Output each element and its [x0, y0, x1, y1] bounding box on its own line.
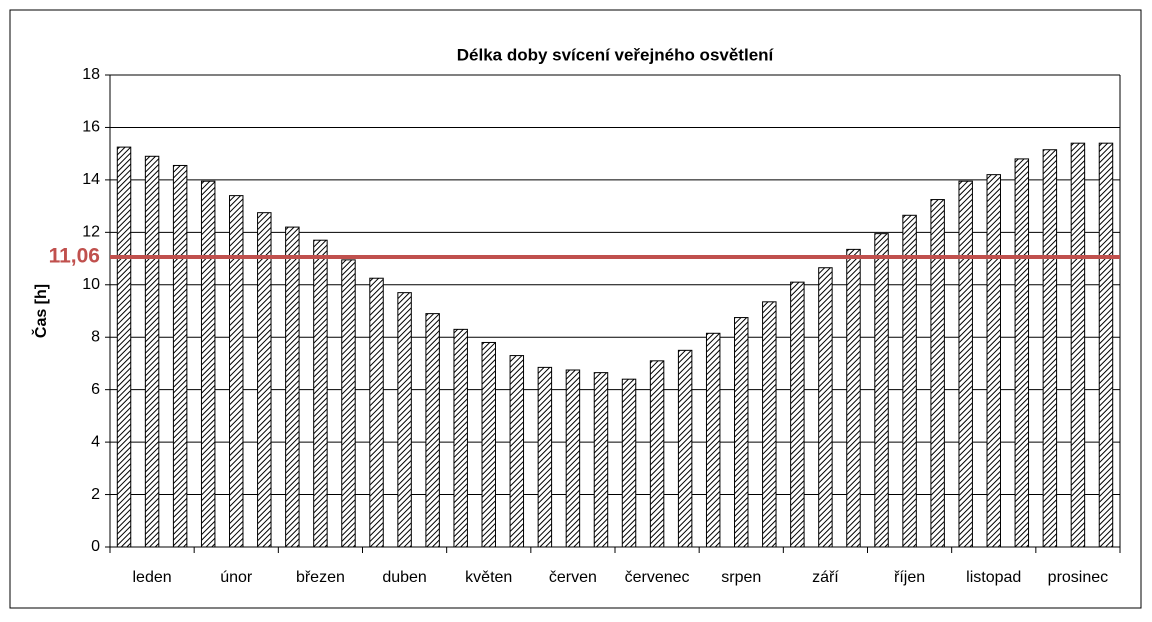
- x-tick-label: duben: [382, 569, 427, 586]
- x-tick-label: září: [812, 569, 839, 586]
- bar: [958, 180, 973, 548]
- bar: [144, 155, 160, 548]
- bar: [1014, 158, 1030, 548]
- bar: [986, 174, 1001, 548]
- bar: [677, 349, 693, 548]
- bar: [172, 164, 188, 548]
- bar: [537, 366, 553, 548]
- bar: [902, 214, 917, 548]
- bar: [649, 360, 665, 548]
- x-tick-label: únor: [220, 569, 253, 586]
- reference-label: 11,06: [49, 245, 100, 268]
- bar: [285, 226, 300, 548]
- bar: [593, 372, 609, 548]
- bar: [874, 233, 889, 548]
- bar: [509, 355, 525, 548]
- bar: [313, 239, 328, 548]
- bar: [705, 332, 721, 548]
- bar: [116, 146, 132, 548]
- bar: [229, 195, 244, 548]
- bar: [565, 369, 581, 548]
- bar: [846, 248, 861, 548]
- bar: [1070, 142, 1086, 548]
- y-tick-label: 18: [82, 66, 100, 83]
- bar: [930, 199, 945, 548]
- bar: [369, 277, 384, 548]
- bar: [734, 317, 749, 548]
- x-tick-label: prosinec: [1048, 569, 1108, 586]
- bar: [257, 212, 272, 548]
- x-tick-label: březen: [296, 569, 345, 586]
- bar: [453, 328, 468, 548]
- bar: [621, 378, 637, 548]
- y-tick-label: 10: [82, 276, 100, 293]
- bar: [425, 313, 440, 548]
- y-tick-label: 12: [82, 224, 100, 241]
- chart-title: Délka doby svícení veřejného osvětlení: [457, 45, 775, 64]
- y-tick-label: 14: [82, 171, 100, 188]
- bar: [341, 259, 356, 548]
- bar: [1042, 149, 1058, 548]
- y-tick-label: 6: [91, 381, 100, 398]
- y-tick-label: 4: [91, 433, 100, 450]
- x-tick-label: listopad: [966, 569, 1021, 586]
- bar: [1098, 142, 1114, 548]
- bar: [397, 292, 412, 548]
- x-tick-label: říjen: [894, 569, 925, 586]
- x-tick-label: srpen: [721, 569, 761, 586]
- x-tick-label: květen: [465, 569, 512, 586]
- bar: [200, 180, 216, 548]
- y-tick-label: 16: [82, 119, 100, 136]
- y-tick-label: 8: [91, 328, 100, 345]
- bar: [762, 301, 777, 548]
- x-tick-label: leden: [133, 569, 172, 586]
- bar: [818, 267, 833, 548]
- y-tick-label: 0: [91, 538, 100, 555]
- bar: [481, 341, 496, 548]
- x-tick-label: červenec: [625, 569, 690, 586]
- bar: [790, 281, 805, 548]
- y-tick-label: 2: [91, 486, 100, 503]
- chart-frame: [9, 9, 1142, 609]
- x-tick-label: červen: [549, 569, 597, 586]
- y-axis-label: Čas [h]: [31, 284, 50, 338]
